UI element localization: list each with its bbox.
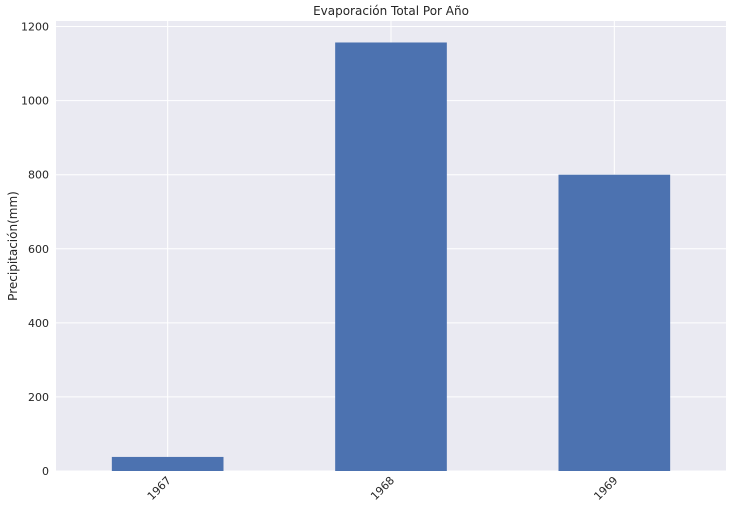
y-tick-label: 400 bbox=[28, 317, 49, 330]
y-tick-label: 0 bbox=[42, 465, 49, 478]
y-axis-ticks: 0 200 400 600 800 1000 1200 bbox=[21, 21, 49, 478]
y-tick-label: 800 bbox=[28, 169, 49, 182]
x-tick-label: 1969 bbox=[591, 474, 620, 503]
bar-1967 bbox=[111, 456, 224, 471]
chart-title: Evaporación Total Por Año bbox=[313, 4, 469, 18]
y-axis-label: Precipitación(mm) bbox=[6, 191, 20, 301]
bar-1968 bbox=[335, 42, 447, 472]
bar-1969 bbox=[558, 174, 671, 471]
y-tick-label: 1000 bbox=[21, 95, 49, 108]
y-tick-label: 600 bbox=[28, 243, 49, 256]
x-tick-label: 1968 bbox=[368, 474, 397, 503]
y-tick-label: 1200 bbox=[21, 21, 49, 34]
x-tick-label: 1967 bbox=[145, 474, 174, 503]
y-tick-label: 200 bbox=[28, 391, 49, 404]
x-axis-ticks: 1967 1968 1969 bbox=[145, 474, 621, 503]
bars bbox=[111, 42, 671, 472]
